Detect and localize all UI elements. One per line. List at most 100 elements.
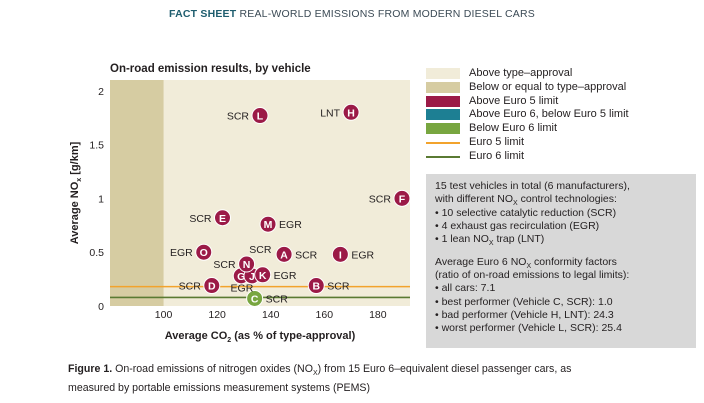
info-line: • 10 selective catalytic reduction (SCR) <box>435 207 617 219</box>
y-tick-label: 0.5 <box>89 247 104 259</box>
below-type-approval-region <box>110 80 164 306</box>
legend-swatch <box>426 95 460 107</box>
chart-title: On-road emission results, by vehicle <box>110 63 311 75</box>
legend-label: Above Euro 5 limit <box>469 94 559 107</box>
vehicle-e-point <box>214 209 231 227</box>
x-axis-label: Average CO2 (as % of type-approval) <box>165 330 356 344</box>
legend-label: Euro 6 limit <box>469 149 525 162</box>
x-tick-label: 100 <box>155 309 173 321</box>
info-line: Average Euro 6 NOX conformity factors <box>435 256 617 271</box>
legend-below-euro6: Below Euro 6 limit <box>426 122 696 137</box>
vehicle-c-label: C <box>251 293 259 305</box>
legend-line <box>426 155 460 158</box>
y-tick-label: 2 <box>98 86 104 98</box>
legend-label: Above Euro 6, below Euro 5 limit <box>469 108 629 121</box>
legend-above-euro6-below-euro5: Above Euro 6, below Euro 5 limit <box>426 108 696 123</box>
legend-above-euro5: Above Euro 5 limit <box>426 94 696 110</box>
legend-label: Below or equal to type–approval <box>469 80 627 93</box>
vehicle-o-label: O <box>200 247 208 259</box>
legend-euro5-limit: Euro 5 limit <box>426 135 696 151</box>
vehicle-b-point <box>307 277 325 295</box>
legend-swatch <box>426 68 460 79</box>
vehicle-f-point <box>393 189 411 207</box>
x-tick-label: 180 <box>369 309 387 321</box>
vehicle-k-tech: EGR <box>274 270 297 282</box>
info-line: • all cars: 7.1 <box>435 282 496 294</box>
vehicle-m-tech: EGR <box>279 219 302 231</box>
legend-swatch <box>426 81 460 93</box>
tech-label: SCR <box>249 244 272 256</box>
x-tick-label: 120 <box>208 309 226 321</box>
y-tick-label: 0 <box>98 301 104 313</box>
y-axis-label: Average NOx [g/km] <box>69 141 83 244</box>
chart-legend: Above type–approval Below or equal to ty… <box>426 67 696 165</box>
vehicle-j-label: J <box>249 271 255 283</box>
vehicle-m-point <box>259 215 277 233</box>
vehicle-l-label: L <box>257 111 264 123</box>
info-line: • best performer (Vehicle C, SCR): 1.0 <box>435 296 613 308</box>
vehicle-o-tech: EGR <box>170 247 193 259</box>
vehicle-d-label: D <box>208 281 216 293</box>
vehicle-b-label: B <box>312 281 320 293</box>
info-line: • 4 exhaust gas recirculation (EGR) <box>435 220 600 232</box>
legend-label: Euro 5 limit <box>469 135 525 148</box>
info-line: • bad performer (Vehicle H, LNT): 24.3 <box>435 309 614 321</box>
legend-label: Above type–approval <box>469 67 573 79</box>
vehicle-h-label: H <box>347 107 355 119</box>
vehicle-f-tech: SCR <box>369 193 392 205</box>
legend-swatch <box>426 123 460 135</box>
vehicle-a-tech: SCR <box>295 249 318 261</box>
info-line: 15 test vehicles in total (6 manufacture… <box>435 180 630 192</box>
info-line: with different NOX control technologies: <box>435 193 617 208</box>
x-axis-ticks: 100 120 140 160 180 <box>155 309 387 321</box>
fact-sheet-header: FACT SHEET REAL-WORLD EMISSIONS FROM MOD… <box>0 8 704 20</box>
header-title: REAL-WORLD EMISSIONS FROM MODERN DIESEL … <box>236 8 535 20</box>
legend-euro6-limit: Euro 6 limit <box>426 149 696 165</box>
x-tick-label: 160 <box>316 309 334 321</box>
vehicle-h-point <box>342 103 360 121</box>
legend-swatch <box>426 109 460 121</box>
vehicle-g-label: G <box>237 271 245 283</box>
info-line: (ratio of on-road emissions to legal lim… <box>435 269 630 281</box>
vehicle-n-point <box>238 255 256 273</box>
info-line: • 1 lean NOX trap (LNT) <box>435 233 545 248</box>
vehicle-i-point <box>331 245 349 263</box>
y-tick-label: 1 <box>98 193 104 205</box>
vehicle-c-tech: SCR <box>266 293 289 305</box>
legend-label: Below Euro 6 limit <box>469 122 558 135</box>
tech-label: EGR <box>231 283 254 295</box>
figure-caption: Figure 1. On-road emissions of nitrogen … <box>68 363 572 395</box>
vehicle-c-point <box>246 289 264 307</box>
vehicle-d-point <box>203 277 221 295</box>
info-box: 15 test vehicles in total (6 manufacture… <box>426 174 696 348</box>
vehicle-e-label: E <box>219 213 226 225</box>
y-tick-label: 1.5 <box>89 140 104 152</box>
header-bold: FACT SHEET <box>169 8 237 20</box>
vehicle-l-point <box>251 107 269 125</box>
vehicle-k-label: K <box>259 270 267 282</box>
vehicle-d-tech: SCR <box>179 281 202 293</box>
vehicle-a-point <box>275 245 293 263</box>
x-tick-label: 140 <box>262 309 280 321</box>
y-axis-ticks: 0 0.5 1 1.5 2 <box>89 86 104 313</box>
vehicle-b-tech: SCR <box>327 281 350 293</box>
legend-above-type-approval: Above type–approval <box>426 67 696 82</box>
legend-below-type-approval: Below or equal to type–approval <box>426 80 696 96</box>
vehicle-l-tech: SCR <box>227 111 250 123</box>
vehicle-k-point <box>254 266 272 284</box>
vehicle-i-tech: EGR <box>351 249 374 261</box>
vehicle-a-label: A <box>280 249 288 261</box>
vehicle-f-label: F <box>399 193 406 205</box>
vehicle-o-point <box>195 243 213 261</box>
vehicle-n-label: N <box>243 259 251 271</box>
vehicle-m-label: M <box>264 219 273 231</box>
legend-line <box>426 141 460 144</box>
vehicle-h-tech: LNT <box>320 107 340 119</box>
vehicle-i-label: I <box>339 249 342 261</box>
vehicle-e-tech: SCR <box>189 213 212 225</box>
vehicle-n-tech: SCR <box>213 259 236 271</box>
free-tech-labels: SCR EGR <box>231 244 272 295</box>
info-line: • worst performer (Vehicle L, SCR): 25.4 <box>435 322 622 334</box>
